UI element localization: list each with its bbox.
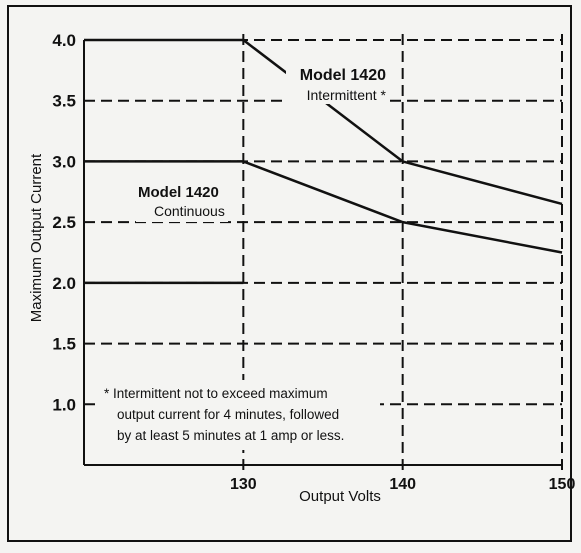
x-tick-label: 130 (230, 476, 257, 493)
x-tick-label: 140 (389, 476, 416, 493)
y-tick-label: 4.0 (52, 31, 76, 50)
series-label-continuous: Model 1420 Continuous (136, 180, 228, 222)
series-label-intermittent: Model 1420 Intermittent * (286, 60, 390, 104)
footnote: * Intermittent not to exceed maximum out… (100, 380, 380, 450)
series-label-intermittent-line1: Model 1420 (300, 67, 386, 84)
axes-layer (83, 40, 562, 466)
x-tick-label: 150 (549, 476, 576, 493)
y-tick-label: 3.0 (52, 152, 76, 171)
y-tick-label: 1.0 (52, 395, 76, 414)
series-label-continuous-bg (136, 180, 228, 222)
x-axis-title: Output Volts (299, 488, 381, 505)
y-tick-label: 2.5 (52, 213, 76, 232)
series-label-intermittent-bg (286, 60, 390, 104)
footnote-bg (100, 380, 380, 450)
series-label-continuous-line1: Model 1420 (138, 184, 219, 201)
footnote-line-1: * Intermittent not to exceed maximum (104, 386, 328, 401)
y-axis-title: Maximum Output Current (28, 153, 45, 322)
series-line-1 (84, 160, 563, 254)
y-tick-label: 3.5 (52, 92, 76, 111)
footnote-line-3: by at least 5 minutes at 1 amp or less. (117, 428, 344, 443)
series-label-continuous-line2: Continuous (154, 203, 225, 219)
y-tick-label: 2.0 (52, 274, 76, 293)
y-tick-label: 1.5 (52, 335, 76, 354)
series-label-intermittent-line2: Intermittent * (307, 87, 387, 103)
tick-layer: 1.0 1.5 2.0 2.5 3.0 3.5 4.0 130 140 150 (52, 31, 575, 493)
footnote-line-2: output current for 4 minutes, followed (117, 407, 339, 422)
